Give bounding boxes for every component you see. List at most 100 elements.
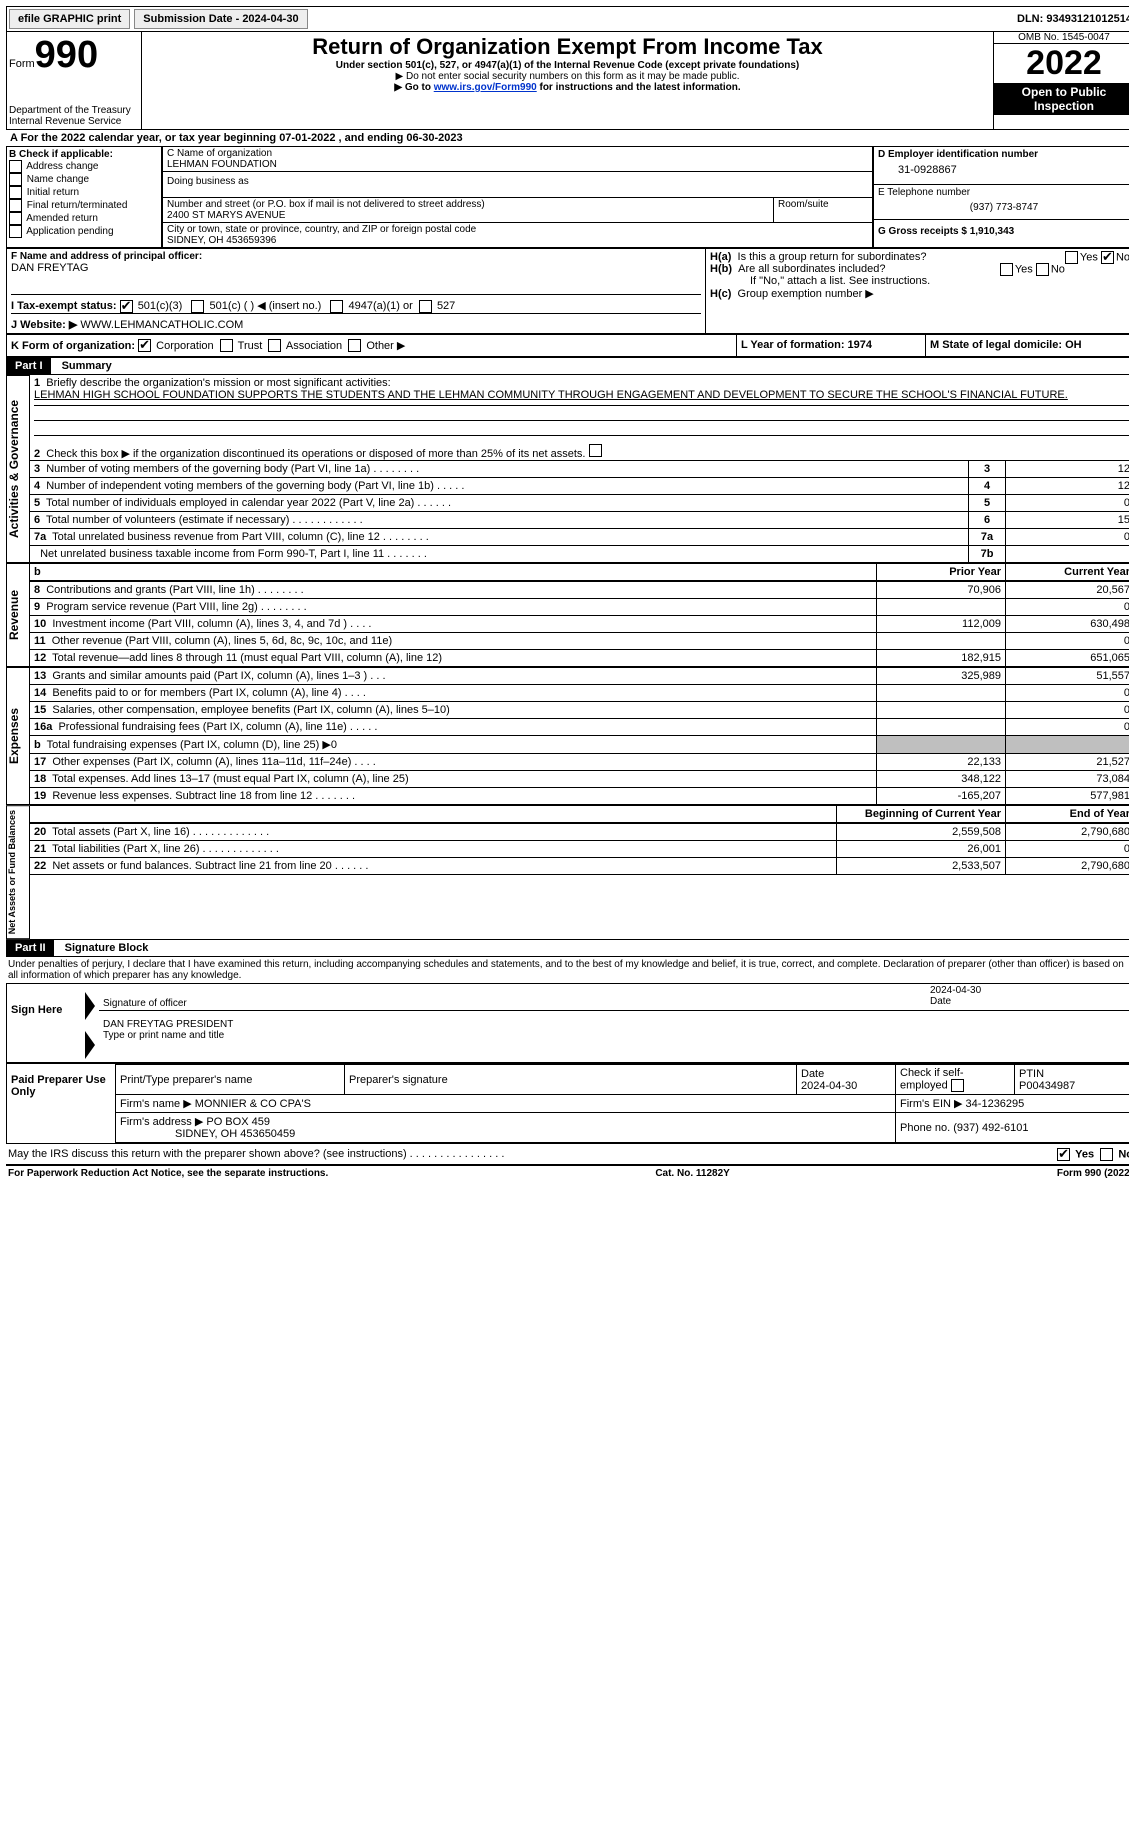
dln-label: DLN: 93493121012514	[1017, 13, 1129, 25]
ptin-label: PTIN	[1019, 1068, 1044, 1080]
no-label-2: No	[1051, 263, 1065, 275]
pt-date-val: 2024-04-30	[801, 1080, 857, 1092]
ha-text: Is this a group return for subordinates?	[738, 251, 927, 263]
cb-trust[interactable]	[220, 339, 233, 352]
col-begin: Beginning of Current Year	[837, 806, 1006, 823]
ha-no[interactable]	[1101, 251, 1114, 264]
col-prior: Prior Year	[877, 564, 1006, 581]
exp-table: 13 Grants and similar amounts paid (Part…	[30, 667, 1129, 805]
cb-self-employed[interactable]	[951, 1079, 964, 1092]
hb-yes[interactable]	[1000, 263, 1013, 276]
cb-4947[interactable]	[330, 300, 343, 313]
sig-date-val: 2024-04-30	[930, 985, 981, 996]
phone: (937) 773-8747	[878, 198, 1129, 217]
opt-corp: Corporation	[156, 340, 213, 352]
ein: 31-0928867	[874, 162, 1129, 184]
cb-name-change[interactable]	[9, 173, 22, 186]
m-state: M State of legal domicile: OH	[925, 335, 1129, 357]
department-label: Department of the Treasury Internal Reve…	[9, 105, 139, 127]
hb-text: Are all subordinates included?	[738, 263, 885, 275]
cb-501c[interactable]	[191, 300, 204, 313]
opt-4947: 4947(a)(1) or	[349, 300, 413, 312]
part1-title: Summary	[62, 360, 112, 372]
subtitle: Under section 501(c), 527, or 4947(a)(1)…	[144, 60, 991, 71]
k-label: K Form of organization:	[11, 340, 135, 352]
net-header: Beginning of Current Year End of Year	[30, 805, 1129, 823]
officer-name: DAN FREYTAG PRESIDENT	[103, 1019, 233, 1030]
vert-rev: Revenue	[6, 563, 30, 667]
sig-arrow-icon-2	[85, 1031, 95, 1059]
opt-trust: Trust	[238, 340, 263, 352]
line-a: A For the 2022 calendar year, or tax yea…	[6, 130, 1129, 146]
cb-527[interactable]	[419, 300, 432, 313]
hb-note: If "No," attach a list. See instructions…	[710, 275, 1129, 287]
irs-discuss: May the IRS discuss this return with the…	[8, 1148, 504, 1160]
col-current: Current Year	[1006, 564, 1129, 581]
cat-no: Cat. No. 11282Y	[328, 1168, 1057, 1179]
l1-text: Briefly describe the organization's miss…	[46, 377, 390, 389]
cb-initial-return[interactable]	[9, 186, 22, 199]
j-label: J Website: ▶	[11, 319, 77, 331]
hb-no[interactable]	[1036, 263, 1049, 276]
cb-501c3[interactable]	[120, 300, 133, 313]
e-label: E Telephone number	[878, 187, 970, 198]
part2-header: Part II	[7, 940, 54, 956]
submission-date-button[interactable]: Submission Date - 2024-04-30	[134, 9, 307, 29]
irs-no-label: No	[1118, 1149, 1129, 1161]
cb-corp[interactable]	[138, 339, 151, 352]
d-label: D Employer identification number	[874, 147, 1129, 162]
irs-link[interactable]: www.irs.gov/Form990	[434, 82, 537, 93]
sign-here: Sign Here	[7, 984, 85, 1062]
irs-no[interactable]	[1100, 1148, 1113, 1161]
opt-501c: 501(c) ( ) ◀ (insert no.)	[210, 300, 322, 312]
l2-text: Check this box ▶ if the organization dis…	[46, 448, 585, 460]
top-bar: efile GRAPHIC print Submission Date - 20…	[6, 6, 1129, 32]
ptin-val: P00434987	[1019, 1080, 1075, 1092]
cb-address-change[interactable]	[9, 160, 22, 173]
b-label: B Check if applicable:	[9, 149, 113, 160]
city: SIDNEY, OH 453659396	[167, 235, 276, 246]
sig-officer-label: Signature of officer	[99, 984, 926, 1011]
goto-prefix: ▶ Go to	[394, 82, 433, 93]
firm-phone: Phone no. (937) 492-6101	[896, 1113, 1129, 1143]
form-word: Form	[9, 58, 35, 70]
opt-assoc: Association	[286, 340, 342, 352]
opt-527: 527	[437, 300, 455, 312]
form-footer: Form 990 (2022)	[1057, 1168, 1129, 1179]
yes-label: Yes	[1080, 251, 1098, 263]
part1-header: Part I	[7, 358, 51, 374]
org-name: LEHMAN FOUNDATION	[167, 159, 277, 170]
ha-yes[interactable]	[1065, 251, 1078, 264]
vert-exp: Expenses	[6, 667, 30, 805]
firm-city: SIDNEY, OH 453650459	[175, 1128, 295, 1140]
firm-name: Firm's name ▶ MONNIER & CO CPA'S	[116, 1095, 896, 1113]
mission: LEHMAN HIGH SCHOOL FOUNDATION SUPPORTS T…	[34, 389, 1068, 401]
vert-ag: Activities & Governance	[6, 375, 30, 563]
open-inspection: Open to Public Inspection	[994, 83, 1129, 115]
irs-yes-label: Yes	[1075, 1149, 1094, 1161]
hc-text: Group exemption number ▶	[738, 288, 874, 300]
paid-preparer-label: Paid Preparer Use Only	[7, 1064, 115, 1143]
opt-other: Other ▶	[366, 340, 405, 352]
cb-other[interactable]	[348, 339, 361, 352]
rev-table: 8 Contributions and grants (Part VIII, l…	[30, 581, 1129, 667]
g-gross: G Gross receipts $ 1,910,343	[874, 219, 1129, 243]
website: WWW.LEHMANCATHOLIC.COM	[80, 319, 243, 331]
cb-assoc[interactable]	[268, 339, 281, 352]
l2-checkbox[interactable]	[589, 444, 602, 457]
street: 2400 ST MARYS AVENUE	[167, 210, 285, 221]
sig-date-label: Date	[930, 996, 951, 1007]
tax-year: 2022	[994, 44, 1129, 83]
efile-print-button[interactable]: efile GRAPHIC print	[9, 9, 130, 29]
type-print-label: Type or print name and title	[103, 1030, 224, 1041]
cb-application-pending[interactable]	[9, 225, 22, 238]
cb-final-return-terminated[interactable]	[9, 199, 22, 212]
cb-amended-return[interactable]	[9, 212, 22, 225]
vert-net: Net Assets or Fund Balances	[6, 805, 30, 939]
irs-yes[interactable]	[1057, 1148, 1070, 1161]
city-label: City or town, state or province, country…	[167, 224, 476, 235]
i-label: I Tax-exempt status:	[11, 300, 117, 312]
l-year: L Year of formation: 1974	[736, 335, 925, 357]
net-table: 20 Total assets (Part X, line 16) . . . …	[30, 823, 1129, 875]
part2-title: Signature Block	[65, 942, 149, 954]
